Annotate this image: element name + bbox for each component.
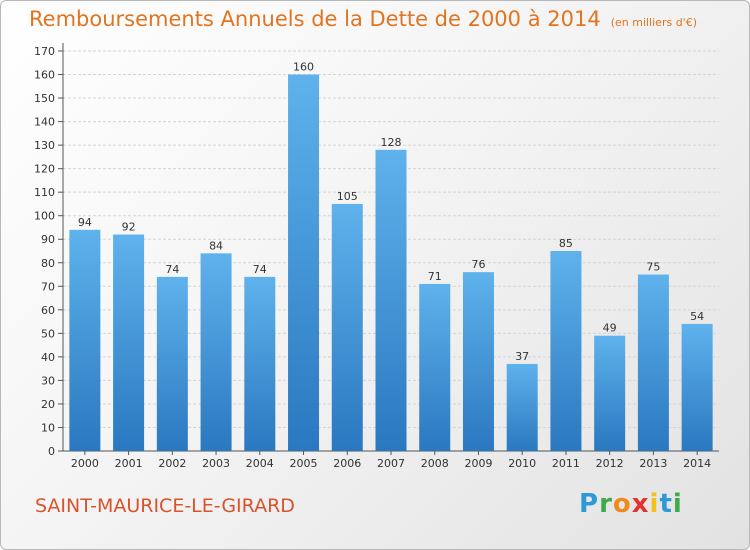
logo-letter: r [599, 489, 613, 519]
bar [288, 74, 320, 451]
x-tick-label: 2014 [683, 457, 711, 470]
x-tick-label: 2002 [158, 457, 186, 470]
bar [200, 253, 232, 451]
y-tick-label: 80 [41, 257, 55, 270]
y-tick-label: 90 [41, 233, 55, 246]
logo-letter: P [579, 489, 600, 519]
bar [419, 283, 451, 451]
chart-title-text: Remboursements Annuels de la Dette de 20… [29, 7, 601, 31]
logo-letter: i [672, 489, 683, 519]
data-label: 74 [165, 263, 179, 276]
bar [550, 251, 582, 451]
logo-letter: o [612, 489, 632, 519]
bar [375, 149, 407, 451]
bar [637, 274, 669, 451]
y-tick-label: 40 [41, 351, 55, 364]
bar [113, 234, 145, 451]
data-label: 94 [78, 216, 92, 229]
bars [69, 74, 713, 451]
data-label: 75 [646, 261, 660, 274]
data-label: 105 [337, 190, 358, 203]
y-tick-label: 160 [34, 69, 55, 82]
x-tick-label: 2006 [333, 457, 361, 470]
x-tick-label: 2013 [639, 457, 667, 470]
y-tick-label: 110 [34, 186, 55, 199]
x-tick-label: 2009 [464, 457, 492, 470]
y-tick-label: 60 [41, 304, 55, 317]
bar [244, 276, 276, 451]
y-tick-label: 10 [41, 421, 55, 434]
y-tick-label: 140 [34, 116, 55, 129]
x-tick-label: 2007 [377, 457, 405, 470]
bar [681, 323, 713, 451]
y-tick-label: 70 [41, 280, 55, 293]
x-tick-label: 2003 [202, 457, 230, 470]
bar [69, 229, 101, 451]
logo-letter: x [631, 489, 650, 519]
data-label: 76 [471, 258, 485, 271]
y-tick-label: 170 [34, 45, 55, 58]
data-label: 84 [209, 239, 223, 252]
x-tick-label: 2012 [596, 457, 624, 470]
x-tick-label: 2004 [246, 457, 274, 470]
data-label: 54 [690, 310, 704, 323]
data-label: 74 [253, 263, 267, 276]
data-label: 128 [381, 136, 402, 149]
proxiti-logo: Proxiti [579, 489, 683, 519]
bar [156, 276, 188, 451]
y-tick-label: 30 [41, 374, 55, 387]
data-label: 49 [603, 322, 617, 335]
x-tick-label: 2011 [552, 457, 580, 470]
commune-name: SAINT-MAURICE-LE-GIRARD [35, 495, 295, 517]
logo-letter: i [649, 489, 660, 519]
chart-unit: (en milliers d'€) [610, 16, 697, 29]
data-label: 92 [122, 221, 136, 234]
logo-letter: t [659, 489, 673, 519]
x-tick-label: 2000 [71, 457, 99, 470]
data-label: 85 [559, 237, 573, 250]
labels: 0 10 20 30 40 50 60 70 80 90 100 110 120 130 140 150 160… [34, 45, 711, 470]
data-label: 160 [293, 61, 314, 74]
x-tick-label: 2008 [421, 457, 449, 470]
y-tick-label: 20 [41, 398, 55, 411]
y-tick-label: 100 [34, 210, 55, 223]
y-tick-label: 50 [41, 327, 55, 340]
bar [462, 272, 494, 451]
x-tick-label: 2005 [290, 457, 318, 470]
bar [594, 335, 626, 451]
x-tick-label: 2001 [115, 457, 143, 470]
y-tick-label: 150 [34, 92, 55, 105]
y-tick-label: 130 [34, 139, 55, 152]
data-label: 71 [428, 270, 442, 283]
y-tick-label: 0 [48, 445, 55, 458]
y-tick-label: 120 [34, 163, 55, 176]
x-tick-label: 2010 [508, 457, 536, 470]
chart-title: Remboursements Annuels de la Dette de 20… [29, 7, 697, 31]
bar [331, 203, 363, 451]
bar [506, 363, 538, 451]
data-label: 37 [515, 350, 529, 363]
